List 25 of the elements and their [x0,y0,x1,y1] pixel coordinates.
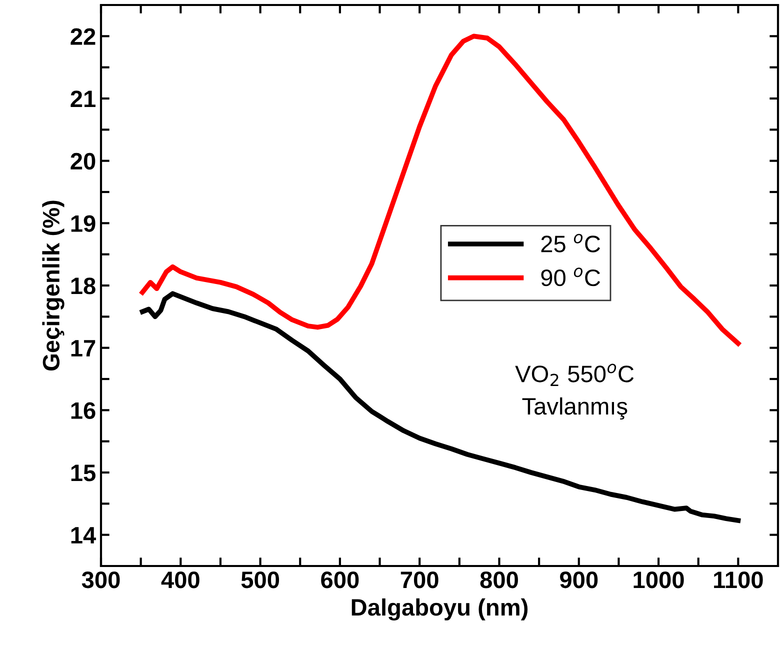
x-tick-label: 300 [82,571,120,588]
y-tick-label: 17 [71,340,96,356]
y-tick-label: 22 [70,28,96,45]
y-tick-label: 16 [71,402,96,419]
x-tick-label: 1100 [714,571,763,588]
legend-label: 90 $^{o}$C [541,268,600,286]
y-tick-label: 14 [71,527,96,544]
x-tick-label: 900 [560,571,598,588]
y-tick-label: 20 [70,152,96,170]
y-tick-label: 21 [70,90,96,108]
x-axis-title: Dalgaboyu (nm) [352,598,528,621]
y-tick-label: 19 [71,215,96,232]
x-tick-label: 500 [241,571,280,588]
y-tick-label: 15 [71,464,96,482]
legend-label: 25 $^{o}$C [541,234,600,252]
annotation: VO$_{2}$ 550$^{o}$C Tavlanmış [515,364,634,420]
x-tick-label: 600 [321,571,359,588]
y-axis-title: Geçirgenlik (%) [42,200,64,370]
line-series [140,34,741,346]
x-tick-label: 400 [161,571,200,588]
y-tick-label: 18 [71,278,96,294]
x-tick-label: 1000 [634,571,684,588]
x-tick-label: 800 [480,571,518,588]
x-tick-label: 700 [400,571,438,588]
line-series [140,291,741,523]
